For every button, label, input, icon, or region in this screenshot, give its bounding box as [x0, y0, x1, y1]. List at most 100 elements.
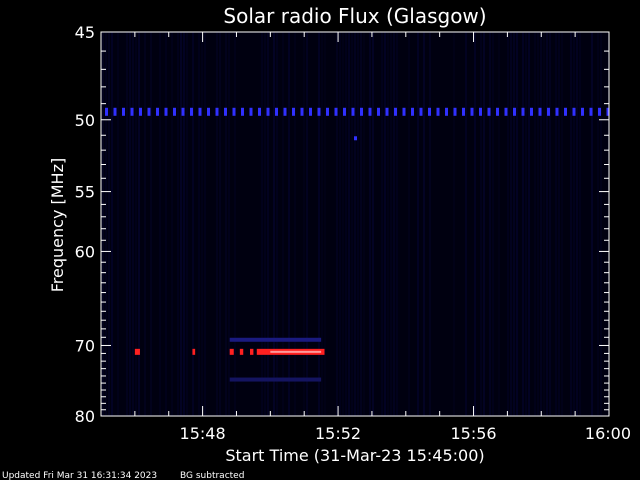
noise-streak: [474, 32, 476, 416]
y-tick-label: 60: [75, 242, 95, 261]
noise-streak: [576, 32, 578, 416]
noise-streak: [372, 32, 374, 416]
noise-streak: [507, 32, 509, 416]
noise-streak: [573, 32, 575, 416]
burst-segment: [229, 348, 234, 355]
x-axis-label: Start Time (31-Mar-23 15:45:00): [225, 446, 484, 465]
interference-dash: [368, 107, 372, 116]
interference-dash: [496, 107, 499, 116]
interference-dash: [555, 107, 559, 116]
noise-streak: [192, 32, 194, 416]
noise-streak: [549, 32, 551, 416]
interference-dash: [581, 107, 584, 116]
interference-dash: [598, 107, 601, 116]
interference-dash: [275, 107, 278, 116]
noise-streak: [198, 32, 200, 416]
x-tick-label: 16:00: [585, 424, 631, 443]
interference-dash: [606, 107, 610, 116]
noise-streak: [483, 32, 485, 416]
noise-streak: [525, 32, 527, 416]
burst-segment: [250, 348, 254, 355]
noise-streak: [360, 32, 362, 416]
interference-dash: [351, 107, 355, 116]
noise-streak: [555, 32, 557, 416]
noise-streak: [363, 32, 365, 416]
interference-dash: [190, 107, 193, 116]
noise-streak: [387, 32, 389, 416]
noise-streak: [165, 32, 167, 416]
interference-dash: [283, 107, 287, 116]
noise-streak: [159, 32, 161, 416]
noise-streak: [183, 32, 185, 416]
noise-streak: [498, 32, 500, 416]
noise-streak: [600, 32, 602, 416]
y-axis-label: Frequency [MHz]: [48, 158, 67, 292]
interference-dash: [215, 107, 219, 116]
plot-frame: [100, 31, 610, 417]
noise-streak: [204, 32, 206, 416]
noise-streak: [570, 32, 572, 416]
noise-streak: [177, 32, 179, 416]
noise-streak: [396, 32, 398, 416]
noise-streak: [234, 32, 236, 416]
noise-streak: [558, 32, 560, 416]
noise-streak: [324, 32, 326, 416]
chart-title: Solar radio Flux (Glasgow): [223, 4, 486, 28]
noise-streak: [348, 32, 350, 416]
interference-dash: [589, 107, 593, 116]
noise-streak: [132, 32, 134, 416]
x-tick-label: 15:52: [315, 424, 361, 443]
interference-dash: [164, 107, 168, 116]
interference-dash: [198, 107, 202, 116]
noise-streak: [591, 32, 593, 416]
interference-dash: [402, 107, 406, 116]
interference-dash: [309, 107, 312, 116]
noise-streak: [528, 32, 530, 416]
interference-dash: [317, 107, 321, 116]
noise-streak: [489, 32, 491, 416]
noise-streak: [480, 32, 482, 416]
noise-streak: [264, 32, 266, 416]
noise-streak: [303, 32, 305, 416]
interference-dash: [139, 107, 142, 116]
noise-streak: [225, 32, 227, 416]
noise-streak: [357, 32, 359, 416]
y-tick-label: 80: [75, 407, 95, 426]
noise-streak: [318, 32, 320, 416]
noise-streak: [453, 32, 455, 416]
interference-dash: [249, 107, 253, 116]
upper-sideband: [229, 337, 322, 342]
interference-dash: [445, 107, 448, 116]
noise-streak: [294, 32, 296, 416]
noise-streak: [216, 32, 218, 416]
noise-streak: [429, 32, 431, 416]
y-tick-label: 50: [75, 111, 95, 130]
interference-dash: [479, 107, 482, 116]
interference-dash: [207, 107, 210, 116]
burst-segment: [134, 348, 140, 355]
lower-sideband: [229, 377, 322, 382]
y-tick-label: 55: [75, 183, 95, 202]
interference-dash: [266, 107, 270, 116]
interference-dash: [394, 107, 397, 116]
noise-streak: [417, 32, 419, 416]
y-tick-label: 45: [75, 23, 95, 42]
noise-streak: [384, 32, 386, 416]
interference-dash: [156, 107, 159, 116]
spectrogram-background: [101, 32, 609, 416]
interference-dash: [343, 107, 346, 116]
interference-dash: [334, 107, 338, 116]
noise-streak: [180, 32, 182, 416]
interference-dash: [462, 107, 465, 116]
noise-streak: [408, 32, 410, 416]
interference-dash: [436, 107, 440, 116]
noise-streak: [354, 32, 356, 416]
interference-dash: [385, 107, 389, 116]
interference-dash: [419, 107, 423, 116]
interference-dash: [521, 107, 525, 116]
noise-streak: [201, 32, 203, 416]
noise-streak: [369, 32, 371, 416]
noise-streak: [219, 32, 221, 416]
interference-dash: [513, 107, 516, 116]
burst-core: [270, 350, 322, 353]
